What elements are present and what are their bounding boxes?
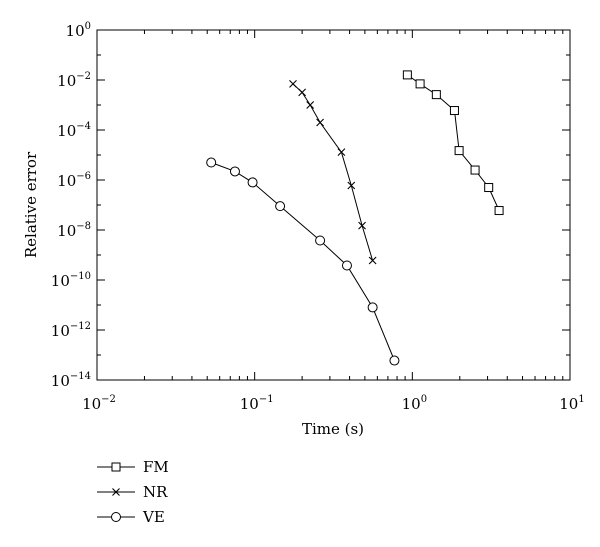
y-axis-title: Relative error: [22, 151, 40, 258]
plot-frame: [96, 29, 571, 381]
x-axis-title: Time (s): [302, 420, 364, 438]
legend-label-fm: FM: [143, 458, 169, 476]
y-tick-label: 10−10: [51, 271, 91, 290]
y-tick-label: 10−2: [57, 71, 91, 90]
data-point-fm: [431, 90, 441, 100]
data-point-fm: [470, 165, 480, 175]
y-tick-label: 10−12: [51, 321, 91, 340]
data-point-ve: [341, 260, 352, 271]
y-tick-label: 10−14: [51, 371, 91, 390]
series-layer: [206, 70, 504, 366]
y-tick-label: 10−6: [57, 171, 91, 190]
data-point-ve: [275, 201, 286, 212]
legend-label-ve: VE: [142, 508, 165, 526]
data-point-fm: [415, 79, 425, 89]
data-point-ve: [389, 355, 400, 366]
y-tick-label: 10−4: [57, 121, 91, 140]
data-point-ve: [229, 166, 240, 177]
x-tick-label: 10−2: [82, 394, 116, 413]
x-tick-label: 100: [402, 394, 427, 413]
data-point-fm: [449, 106, 459, 116]
legend-marker-fm: [111, 462, 121, 472]
data-point-fm: [494, 206, 504, 216]
data-point-nr: [368, 256, 377, 265]
legend: FM NR VE: [97, 458, 169, 526]
data-point-ve: [247, 177, 258, 188]
data-point-nr: [358, 221, 366, 230]
x-tick-label: 101: [559, 394, 584, 413]
data-point-fm: [402, 70, 412, 80]
legend-marker-ve: [111, 512, 121, 522]
data-point-nr: [298, 88, 307, 97]
y-tick-label: 100: [66, 21, 91, 40]
data-point-fm: [454, 146, 464, 156]
data-point-ve: [206, 157, 217, 168]
data-point-ve: [367, 302, 378, 313]
series-line-nr: [292, 83, 374, 261]
x-tick-label: 10−1: [240, 394, 274, 413]
series-line-ve: [211, 162, 395, 361]
data-point-fm: [484, 183, 494, 193]
legend-marker-nr: [112, 488, 120, 496]
data-point-nr: [337, 148, 346, 157]
legend-label-nr: NR: [143, 483, 168, 501]
y-tick-label: 10−8: [57, 221, 91, 240]
data-point-ve: [315, 235, 326, 246]
data-point-nr: [316, 118, 324, 127]
data-point-nr: [347, 181, 356, 190]
data-point-nr: [306, 101, 315, 109]
ticks-layer: 10−2 10−1 100 101 100 10−2 10−4 10−6 10−8 10−10 10…: [51, 21, 585, 413]
data-point-nr: [289, 79, 297, 88]
